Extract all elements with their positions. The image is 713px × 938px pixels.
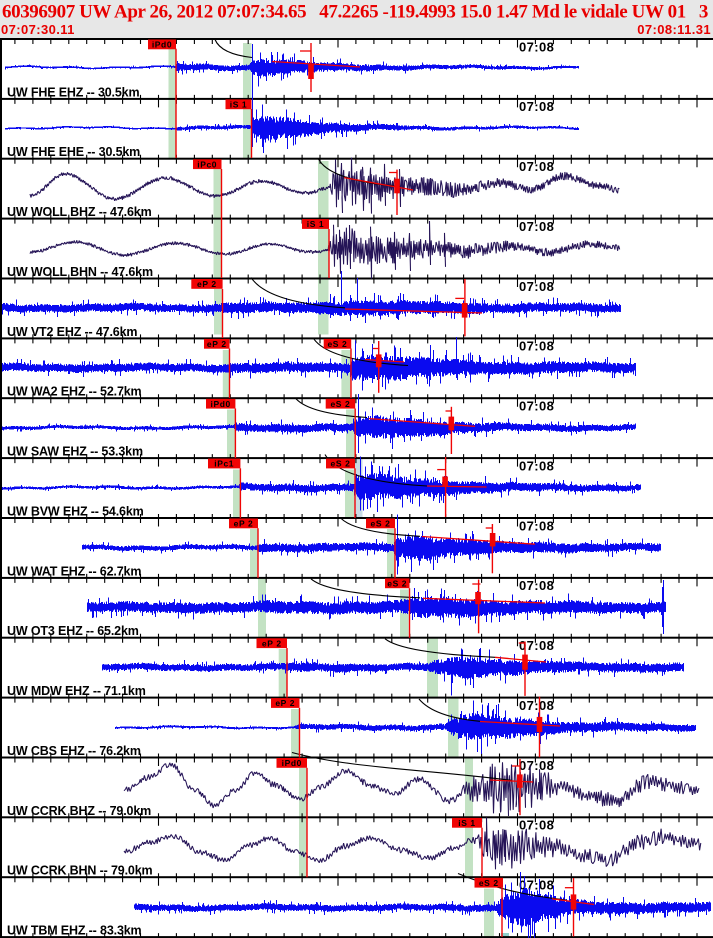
svg-text:iPc1: iPc1 [214,459,234,469]
svg-text:07:08:11.31: 07:08:11.31 [637,22,711,37]
svg-text:07:08: 07:08 [519,818,554,833]
svg-text:UW CCRK BHZ -- 79.0km: UW CCRK BHZ -- 79.0km [7,804,151,818]
svg-text:UW TBM EHZ -- 83.3km: UW TBM EHZ -- 83.3km [7,924,142,938]
svg-text:07:08: 07:08 [519,339,554,354]
svg-text:07:08: 07:08 [519,219,554,234]
svg-text:eS 2: eS 2 [371,519,391,529]
svg-text:07:08: 07:08 [519,39,554,54]
svg-text:07:08: 07:08 [519,878,554,893]
svg-text:iS 1: iS 1 [307,219,325,229]
svg-text:eP 2: eP 2 [262,638,282,648]
svg-text:07:08: 07:08 [519,578,554,593]
svg-text:eS 2: eS 2 [327,339,347,349]
svg-text:UW MDW EHZ -- 71.1km: UW MDW EHZ -- 71.1km [7,684,146,698]
svg-text:UW CCRK BHN -- 79.0km: UW CCRK BHN -- 79.0km [7,864,153,878]
svg-text:eP 2: eP 2 [275,698,295,708]
svg-text:iPd0: iPd0 [152,40,172,50]
svg-text:UW WAT EHZ -- 62.7km: UW WAT EHZ -- 62.7km [7,564,141,578]
svg-text:07:08: 07:08 [519,758,554,773]
svg-text:UW WOLL BHN -- 47.6km: UW WOLL BHN -- 47.6km [7,265,153,279]
svg-text:UW BVW EHZ -- 54.6km: UW BVW EHZ -- 54.6km [7,505,144,519]
svg-text:eS 2: eS 2 [331,459,351,469]
svg-text:iPc0: iPc0 [197,159,217,169]
svg-text:07:08: 07:08 [519,279,554,294]
svg-text:07:08: 07:08 [519,159,554,174]
svg-text:UW CBS EHZ -- 76.2km: UW CBS EHZ -- 76.2km [7,744,141,758]
svg-text:07:08: 07:08 [519,399,554,414]
svg-text:UW WOLL BHZ -- 47.6km: UW WOLL BHZ -- 47.6km [7,205,152,219]
svg-text:eS 2: eS 2 [479,878,499,888]
svg-text:07:07:30.11: 07:07:30.11 [1,22,75,37]
svg-text:60396907 UW Apr 26, 2012 07:07: 60396907 UW Apr 26, 2012 07:07:34.65 47.… [2,1,708,22]
svg-text:07:08: 07:08 [519,698,554,713]
svg-text:07:08: 07:08 [519,638,554,653]
svg-text:eP 2: eP 2 [197,279,217,289]
svg-text:iPd0: iPd0 [211,399,231,409]
svg-text:iS 1: iS 1 [230,99,248,109]
svg-text:UW SAW EHZ -- 53.3km: UW SAW EHZ -- 53.3km [7,445,143,459]
svg-text:07:08: 07:08 [519,518,554,533]
svg-text:07:08: 07:08 [519,458,554,473]
svg-text:eS 2: eS 2 [330,399,350,409]
svg-text:UW VT2 EHZ -- 47.6km: UW VT2 EHZ -- 47.6km [7,325,137,339]
svg-text:UW FHE EHZ -- 30.5km: UW FHE EHZ -- 30.5km [7,85,139,99]
svg-text:eP 2: eP 2 [207,339,227,349]
svg-text:UW FHE EHE -- 30.5km: UW FHE EHE -- 30.5km [7,145,140,159]
svg-text:iS 1: iS 1 [458,818,476,828]
svg-text:eP 2: eP 2 [234,519,254,529]
svg-text:eS 2: eS 2 [387,578,407,588]
svg-text:07:08: 07:08 [519,99,554,114]
svg-text:UW OT3 EHZ -- 65.2km: UW OT3 EHZ -- 65.2km [7,624,139,638]
svg-text:UW WA2 EHZ -- 52.7km: UW WA2 EHZ -- 52.7km [7,385,142,399]
svg-text:iPd0: iPd0 [282,758,302,768]
